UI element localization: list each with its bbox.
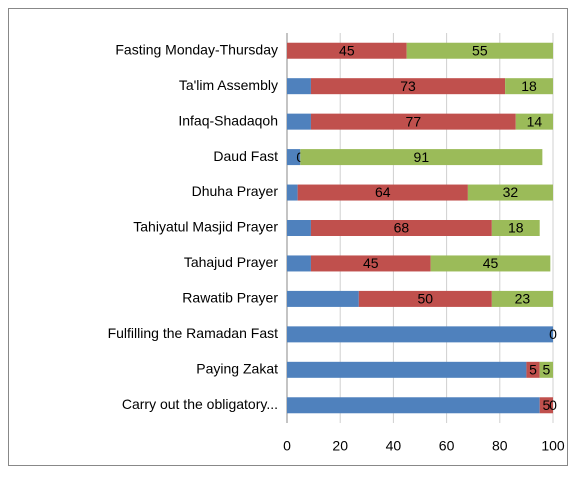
data-label: 18 — [521, 78, 537, 94]
x-tick-label: 100 — [541, 438, 565, 454]
x-tick-label: 80 — [492, 438, 508, 454]
bar-segment — [430, 255, 551, 272]
y-tick-label: Fasting Monday-Thursday — [115, 41, 278, 57]
bar-segment — [491, 290, 553, 307]
bar-segment — [310, 113, 516, 130]
data-label: 68 — [394, 220, 410, 236]
bar-segment — [287, 113, 311, 130]
bar-segment — [505, 78, 553, 95]
y-tick-label: Tahajud Prayer — [184, 254, 279, 270]
data-label: 45 — [339, 42, 355, 58]
bar-segment — [526, 361, 540, 378]
data-label: 73 — [400, 78, 416, 94]
data-label: 45 — [363, 255, 379, 271]
bar-segment — [287, 397, 540, 414]
data-label: 0 — [549, 326, 557, 342]
data-label: 55 — [472, 42, 488, 58]
y-tick-label: Infaq-Shadaqoh — [178, 112, 278, 128]
bar-segment — [539, 397, 553, 414]
bar-segment — [287, 42, 407, 59]
y-tick-label: Rawatib Prayer — [182, 290, 278, 306]
bar-segment — [300, 149, 543, 166]
y-tick-label: Daud Fast — [213, 148, 278, 164]
data-label: 14 — [527, 113, 543, 129]
bar-segment — [287, 184, 298, 201]
data-label: 45 — [483, 255, 499, 271]
bar-segment — [287, 78, 311, 95]
data-label: 5 — [529, 362, 537, 378]
bar-segment — [310, 255, 431, 272]
data-label: 50 — [418, 291, 434, 307]
bar-segment — [539, 361, 553, 378]
bar-segment — [287, 290, 359, 307]
data-label: 23 — [515, 291, 531, 307]
bar-segment — [467, 184, 553, 201]
y-tick-label: Paying Zakat — [196, 361, 278, 377]
bar-segment — [515, 113, 553, 130]
data-label: 64 — [375, 184, 391, 200]
bar-segment — [287, 255, 311, 272]
data-label: 0 — [549, 397, 557, 413]
y-tick-label: Dhuha Prayer — [192, 183, 279, 199]
bar-segment — [297, 184, 468, 201]
data-label: 91 — [414, 149, 430, 165]
bar-segment — [287, 149, 301, 166]
x-tick-label: 60 — [439, 438, 455, 454]
data-label: 18 — [508, 220, 524, 236]
y-tick-label: Tahiyatul Masjid Prayer — [133, 219, 278, 235]
data-label: 77 — [406, 113, 422, 129]
data-label: 32 — [503, 184, 519, 200]
data-label: 5 — [542, 362, 550, 378]
bar-segment — [287, 220, 311, 236]
bar-segment — [287, 361, 527, 378]
bar-segment — [287, 326, 553, 343]
data-label: 5 — [542, 397, 550, 413]
chart-frame — [8, 8, 568, 466]
y-tick-label: Carry out the obligatory... — [122, 396, 278, 412]
x-tick-label: 20 — [332, 438, 348, 454]
bar-segment — [406, 42, 553, 59]
bar-segment — [358, 290, 492, 307]
y-tick-label: Ta'lim Assembly — [179, 77, 278, 93]
bar-segment — [310, 78, 506, 95]
x-tick-label: 40 — [386, 438, 402, 454]
bar-segment — [310, 220, 492, 236]
x-tick-label: 0 — [283, 438, 291, 454]
y-tick-label: Fulfilling the Ramadan Fast — [108, 325, 279, 341]
bar-segment — [491, 220, 540, 236]
